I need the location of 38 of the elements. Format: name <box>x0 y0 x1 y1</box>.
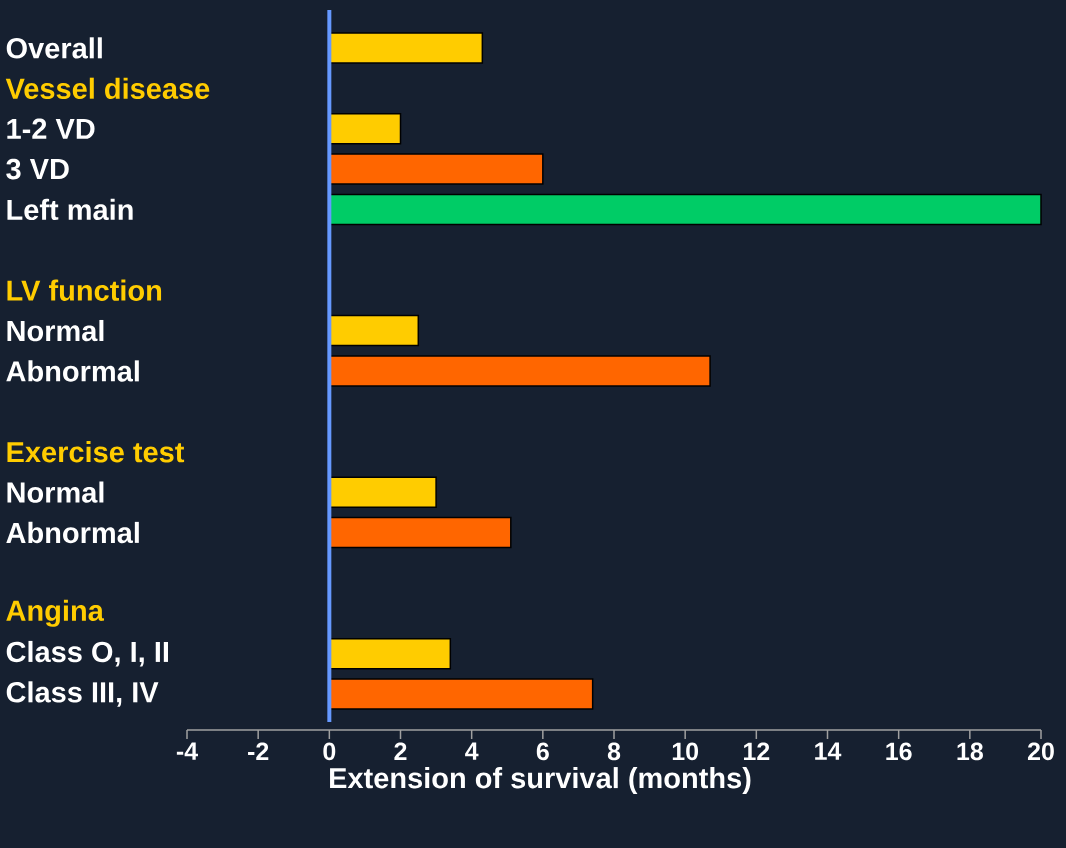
x-tick-label: 4 <box>465 742 479 760</box>
bar <box>328 355 711 387</box>
bar <box>328 112 402 145</box>
x-tick-label: 6 <box>536 742 549 761</box>
x-tick-label: 2 <box>394 742 407 760</box>
x-tick-label: 18 <box>957 742 983 761</box>
bar <box>328 32 484 64</box>
x-tick-label: 10 <box>672 742 699 761</box>
y-tick-label: Left main <box>7 198 133 221</box>
y-tick-label: Vessel disease <box>5 77 210 99</box>
y-tick-label: 3 VD <box>6 158 69 180</box>
x-axis-title: Extension of survival (months) <box>330 767 751 795</box>
bar <box>328 193 1042 226</box>
bar <box>328 314 420 347</box>
y-tick-label: LV function <box>7 279 162 301</box>
y-tick-label: Abnormal <box>6 360 139 382</box>
y-tick-label: Exercise test <box>7 441 185 463</box>
y-tick-label: Normal <box>7 319 104 342</box>
y-tick-label: Angina <box>6 599 104 627</box>
x-tick-label: 16 <box>886 742 912 761</box>
x-tick-label: 14 <box>815 742 842 760</box>
x-tick-label: 20 <box>1027 742 1054 761</box>
bar <box>328 678 594 710</box>
x-tick-label: 12 <box>744 742 770 760</box>
x-tick-label: 8 <box>607 742 621 761</box>
x-tick-label: -2 <box>248 742 269 760</box>
y-tick-label: 1-2 VD <box>7 118 95 139</box>
x-tick-label: -4 <box>176 742 198 760</box>
bar <box>328 637 452 670</box>
y-tick-label: Overall <box>6 37 102 59</box>
bar <box>328 476 437 508</box>
y-tick-label: Abnormal <box>6 521 139 544</box>
bar <box>328 153 544 185</box>
y-tick-label: Class III, IV <box>6 681 159 707</box>
y-tick-label: Normal <box>7 481 104 503</box>
x-tick-label: 0 <box>323 742 336 761</box>
bar <box>328 516 512 549</box>
y-tick-label: Class O, I, II <box>6 640 168 667</box>
